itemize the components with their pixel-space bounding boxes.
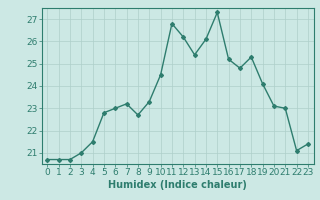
- X-axis label: Humidex (Indice chaleur): Humidex (Indice chaleur): [108, 180, 247, 190]
